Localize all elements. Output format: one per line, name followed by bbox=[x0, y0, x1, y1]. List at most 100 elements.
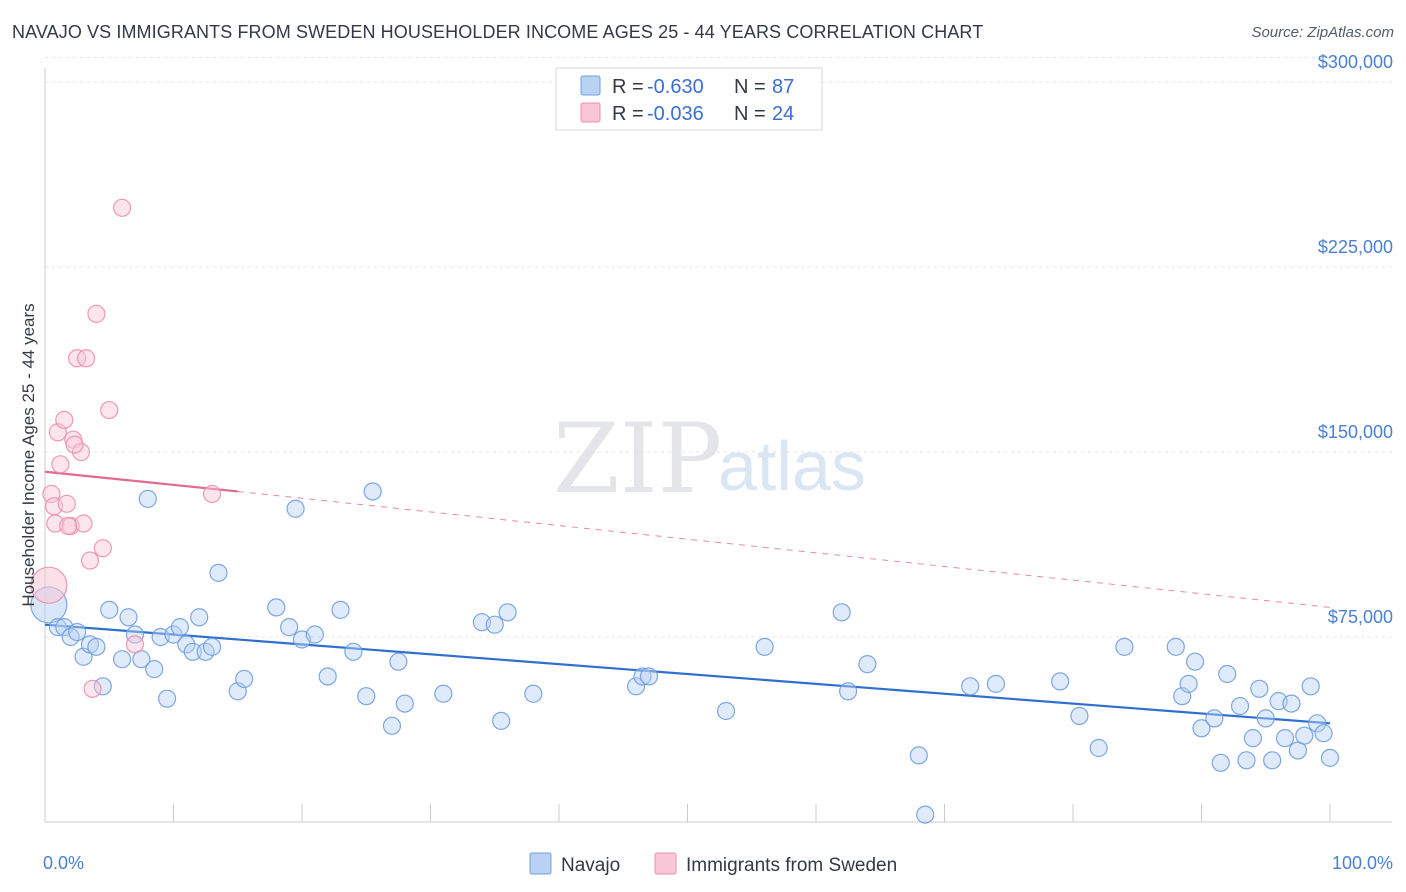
navajo-point-55 bbox=[909, 746, 928, 765]
navajo-point-22 bbox=[190, 608, 209, 627]
sweden-trend-extension bbox=[237, 490, 1331, 608]
navajo-point-12 bbox=[125, 625, 145, 644]
navajo-point-58 bbox=[986, 674, 1006, 693]
y-tick-labels: $75,000 $150,000 $225,000 $300,000 bbox=[1318, 52, 1393, 627]
sweden-point-14 bbox=[80, 551, 100, 570]
stats-legend-swatch-sweden bbox=[580, 102, 601, 123]
navajo-point-28 bbox=[267, 598, 286, 617]
series-legend-label-navajo: Navajo bbox=[561, 855, 620, 876]
navajo-point-45 bbox=[498, 603, 517, 622]
navajo-point-60 bbox=[1070, 706, 1089, 726]
navajo-point-52 bbox=[832, 603, 851, 622]
navajo-point-36 bbox=[357, 687, 376, 706]
y-axis-label: Householder Income Ages 25 - 44 years bbox=[19, 303, 38, 606]
navajo-point-50 bbox=[716, 701, 736, 721]
navajo-point-59 bbox=[1051, 672, 1070, 691]
watermark-atlas: atlas bbox=[718, 427, 866, 505]
navajo-point-44 bbox=[492, 711, 511, 730]
series-legend: Navajo Immigrants from Sweden bbox=[529, 852, 897, 876]
sweden-point-6 bbox=[55, 410, 74, 430]
navajo-point-81 bbox=[1295, 726, 1314, 745]
series-legend-label-sweden: Immigrants from Sweden bbox=[686, 855, 897, 876]
navajo-point-19 bbox=[170, 618, 190, 637]
navajo-point-17 bbox=[157, 689, 177, 708]
navajo-point-79 bbox=[1282, 694, 1301, 713]
navajo-point-66 bbox=[1185, 652, 1205, 671]
navajo-point-29 bbox=[280, 618, 299, 637]
navajo-point-33 bbox=[318, 667, 337, 686]
navajo-point-35 bbox=[344, 642, 363, 661]
navajo-point-78 bbox=[1275, 729, 1295, 748]
sweden-point-17 bbox=[93, 539, 112, 558]
navajo-point-20 bbox=[177, 635, 196, 654]
sweden-point-23 bbox=[65, 435, 84, 454]
chart-title: NAVAJO VS IMMIGRANTS FROM SWEDEN HOUSEHO… bbox=[12, 22, 984, 42]
navajo-point-15 bbox=[145, 659, 164, 679]
stats-legend-n-label-sweden: N = bbox=[734, 103, 766, 125]
navajo-point-4 bbox=[68, 622, 87, 642]
navajo-point-38 bbox=[382, 716, 402, 735]
navajo-point-39 bbox=[389, 652, 408, 671]
y-tick-label-0: $75,000 bbox=[1328, 607, 1393, 627]
navajo-point-67 bbox=[1192, 719, 1211, 738]
navajo-point-70 bbox=[1218, 664, 1237, 684]
navajo-point-63 bbox=[1166, 637, 1185, 656]
stats-legend-r-value-navajo: -0.630 bbox=[647, 76, 704, 98]
navajo-point-9 bbox=[100, 600, 119, 619]
navajo-point-53 bbox=[839, 682, 858, 701]
navajo-point-24 bbox=[202, 637, 222, 656]
navajo-point-40 bbox=[395, 694, 414, 713]
series-legend-swatch-navajo bbox=[529, 852, 552, 875]
navajo-point-75 bbox=[1256, 709, 1275, 728]
watermark-zip: ZIP bbox=[553, 403, 722, 515]
navajo-point-85 bbox=[1320, 748, 1340, 767]
y-tick-label-1: $150,000 bbox=[1318, 422, 1393, 442]
navajo-point-43 bbox=[485, 615, 504, 634]
stats-legend-n-label-navajo: N = bbox=[734, 76, 766, 98]
sweden-point-5 bbox=[51, 455, 70, 474]
navajo-point-71 bbox=[1230, 696, 1250, 716]
sweden-point-16 bbox=[87, 304, 106, 323]
stats-legend: R = -0.630 N = 87 R = -0.036 N = 24 bbox=[555, 67, 823, 131]
navajo-point-27 bbox=[235, 669, 254, 689]
navajo-point-37 bbox=[363, 482, 382, 501]
sweden-point-18 bbox=[100, 400, 119, 420]
navajo-point-82 bbox=[1301, 677, 1320, 696]
navajo-point-54 bbox=[858, 655, 877, 674]
navajo-trend-line bbox=[44, 623, 1331, 725]
sweden-point-0 bbox=[30, 566, 68, 604]
x-tick-label-1: 100.0% bbox=[1332, 853, 1393, 873]
navajo-point-61 bbox=[1089, 738, 1108, 758]
navajo-point-84 bbox=[1314, 724, 1333, 743]
stats-legend-n-value-sweden: 24 bbox=[772, 103, 794, 125]
x-tick-labels: 0.0% 100.0% bbox=[43, 853, 1393, 873]
navajo-point-68 bbox=[1205, 709, 1224, 728]
navajo-point-83 bbox=[1308, 714, 1327, 733]
sweden-point-15 bbox=[83, 679, 102, 698]
navajo-point-7 bbox=[87, 637, 106, 656]
navajo-point-47 bbox=[626, 677, 646, 696]
navajo-point-62 bbox=[1115, 637, 1134, 656]
stats-legend-n-value-navajo: 87 bbox=[772, 76, 794, 98]
stats-legend-swatch-navajo bbox=[580, 75, 601, 96]
navajo-point-57 bbox=[961, 677, 980, 696]
stats-legend-r-label-navajo: R = bbox=[612, 76, 644, 98]
navajo-point-69 bbox=[1211, 753, 1230, 772]
navajo-point-32 bbox=[305, 625, 324, 644]
series-legend-swatch-sweden bbox=[654, 852, 677, 875]
navajo-point-49 bbox=[639, 667, 659, 686]
x-tick-label-0: 0.0% bbox=[43, 853, 84, 873]
navajo-point-73 bbox=[1243, 729, 1263, 748]
navajo-point-72 bbox=[1237, 751, 1256, 770]
gridlines bbox=[45, 56, 1392, 638]
sweden-point-11 bbox=[71, 442, 91, 462]
navajo-point-56 bbox=[916, 805, 935, 824]
sweden-point-20 bbox=[125, 635, 145, 654]
navajo-point-76 bbox=[1263, 751, 1282, 770]
navajo-point-41 bbox=[434, 684, 453, 703]
stats-legend-r-label-sweden: R = bbox=[612, 103, 644, 125]
navajo-point-30 bbox=[286, 499, 305, 518]
sweden-point-19 bbox=[112, 198, 132, 217]
navajo-point-25 bbox=[209, 563, 228, 582]
axes bbox=[44, 68, 1392, 823]
